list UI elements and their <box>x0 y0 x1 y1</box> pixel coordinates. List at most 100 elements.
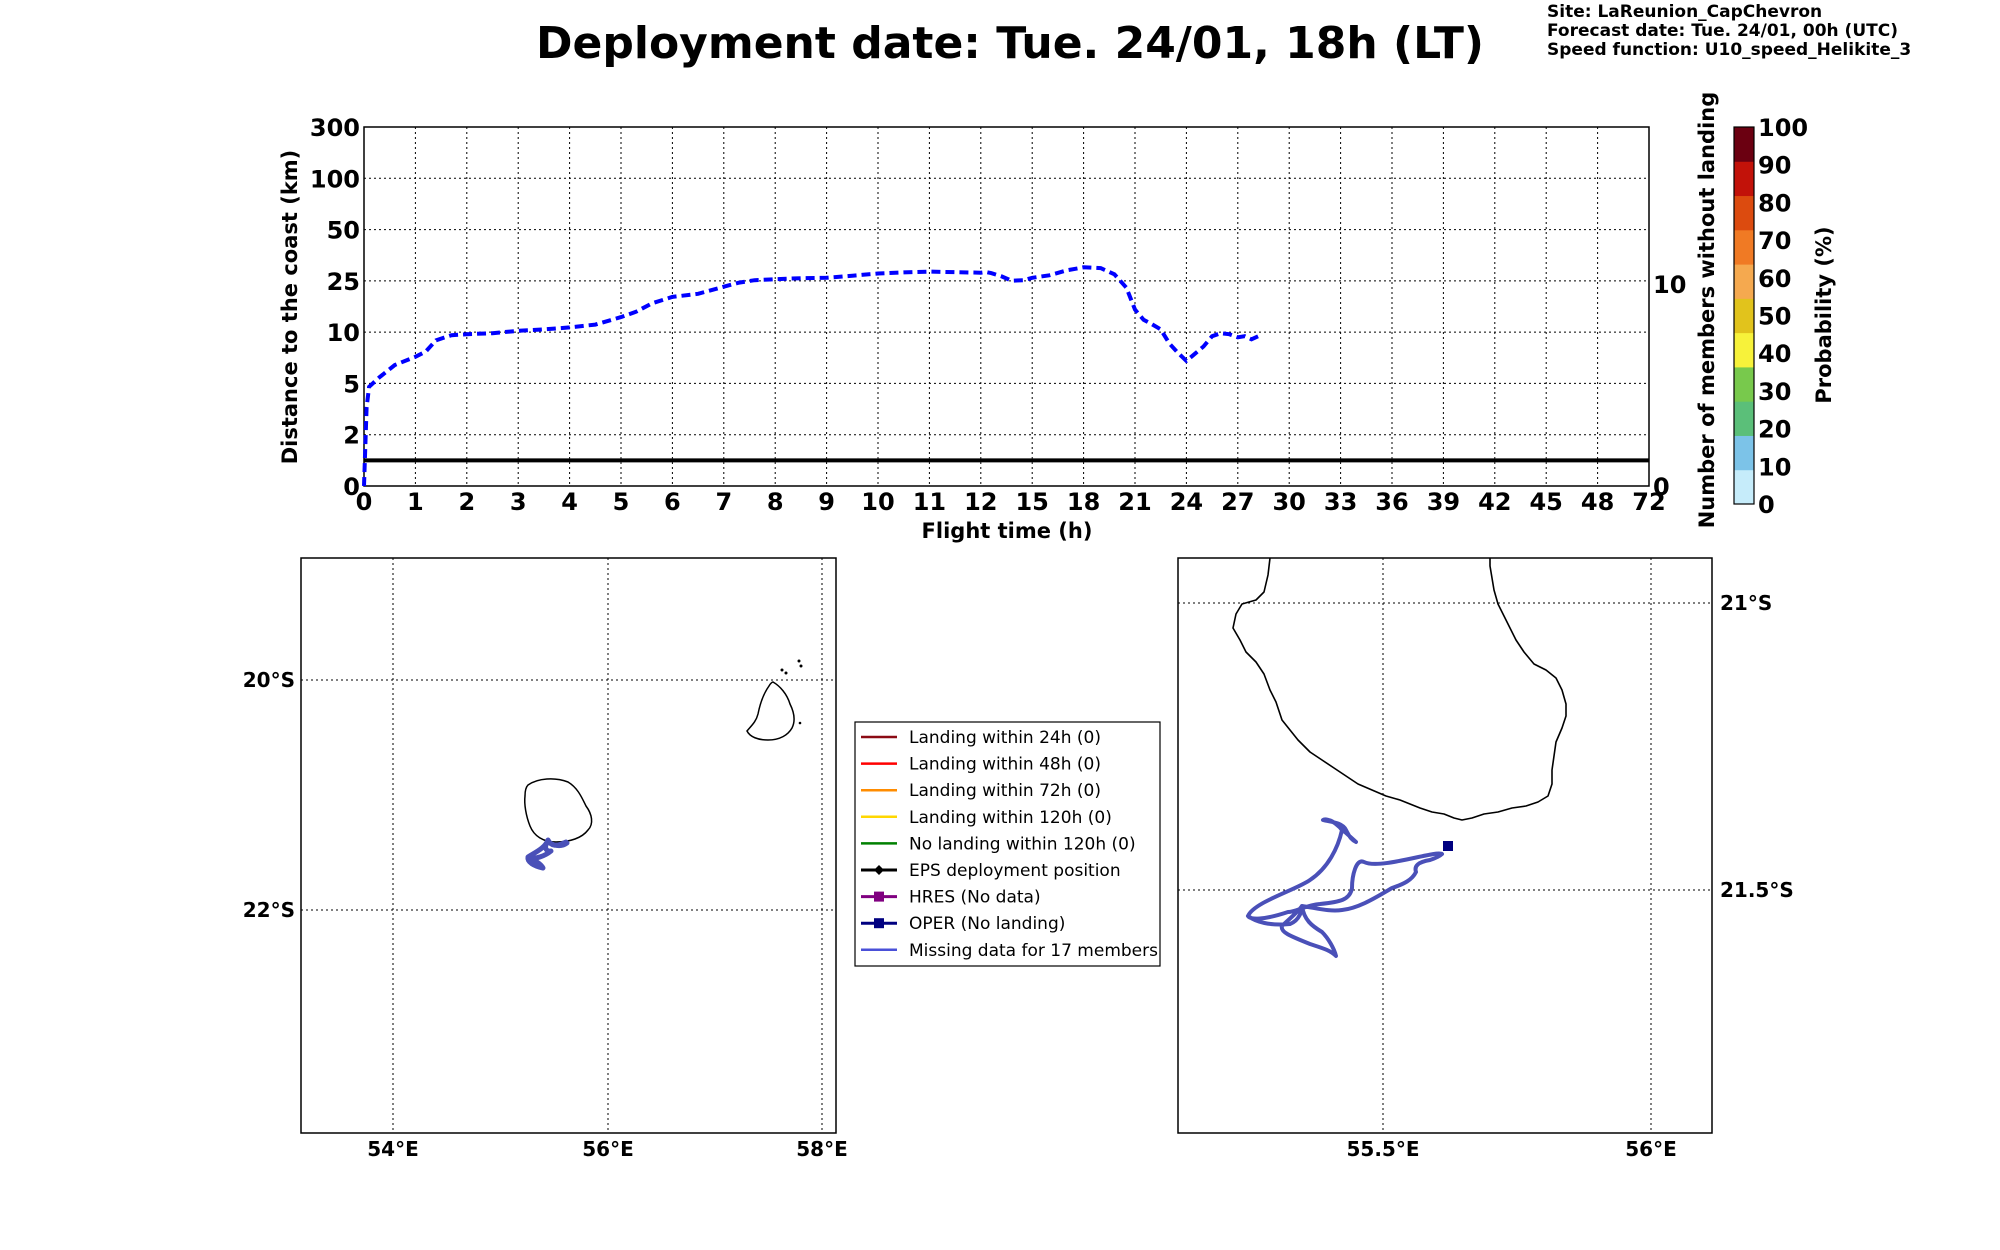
colorbar-segment <box>1734 435 1754 471</box>
y2-tick-label: 0 <box>1653 473 1670 501</box>
y2-tick-label: 10 <box>1653 271 1686 299</box>
colorbar-tick-label: 80 <box>1758 189 1791 217</box>
x-tick-label: 7 <box>715 488 732 516</box>
legend-label: EPS deployment position <box>909 861 1121 881</box>
x-tick-label: 5 <box>613 488 630 516</box>
x-tick-label: 18 <box>1067 488 1100 516</box>
lat-tick: 21°S <box>1720 591 1772 615</box>
y-tick-label: 100 <box>310 165 360 193</box>
colorbar-frame <box>1733 126 1755 505</box>
y-tick-label: 0 <box>343 473 360 501</box>
colorbar-segment <box>1734 195 1754 231</box>
legend-marker <box>874 865 884 875</box>
colorbar-tick-label: 40 <box>1758 340 1791 368</box>
map-overview-ticks: 54°E 56°E 58°E 20°S 22°S <box>243 668 848 1161</box>
trajectory-zoom <box>1246 817 1444 958</box>
x-axis-label: Flight time (h) <box>922 519 1093 543</box>
legend-item: Landing within 24h (0) <box>861 728 1101 748</box>
colorbar-tick-label: 70 <box>1758 227 1791 255</box>
lon-tick: 55.5°E <box>1346 1137 1419 1161</box>
legend-marker <box>874 891 884 902</box>
lat-tick: 22°S <box>243 898 295 922</box>
x-tick-label: 24 <box>1170 488 1203 516</box>
lon-tick: 58°E <box>796 1137 848 1161</box>
legend: Landing within 24h (0) Landing within 48h… <box>854 721 1161 967</box>
reunion-coastline-zoom <box>1232 557 1567 821</box>
colorbar-segment <box>1734 469 1754 505</box>
islet-dot <box>799 664 803 668</box>
x-tick-label: 11 <box>913 488 946 516</box>
lon-tick: 54°E <box>367 1137 419 1161</box>
x-tick-label: 3 <box>510 488 527 516</box>
x-tick-label: 15 <box>1015 488 1048 516</box>
map-zoom <box>1177 557 1713 1134</box>
chart-grid <box>364 127 1649 486</box>
y-axis-label: Distance to the coast (km) <box>278 150 302 465</box>
site-label: Site: LaReunion_CapChevron <box>1547 2 1822 22</box>
figure-title: Deployment date: Tue. 24/01, 18h (LT) <box>536 18 1484 69</box>
colorbar-segment <box>1734 298 1754 334</box>
islet-dot <box>780 668 784 672</box>
lat-tick: 20°S <box>243 668 295 692</box>
y-tick-label: 2 <box>343 422 360 450</box>
colorbar-tick-label: 0 <box>1758 491 1775 519</box>
legend-item: EPS deployment position <box>861 861 1121 881</box>
map-zoom-frame <box>1177 557 1713 1134</box>
x-tick-label: 12 <box>964 488 997 516</box>
y2-tick-labels: 10 0 <box>1653 271 1686 501</box>
colorbar-label: Probability (%) <box>1812 226 1836 403</box>
x-tick-label: 21 <box>1118 488 1151 516</box>
legend-item: HRES (No data) <box>861 888 1041 908</box>
y2-axis-label: Number of members without landing <box>1695 92 1719 529</box>
chart-frame <box>363 126 1650 487</box>
x-tick-label: 33 <box>1324 488 1357 516</box>
forecast-label: Forecast date: Tue. 24/01, 00h (UTC) <box>1547 21 1898 41</box>
legend-item: Landing within 120h (0) <box>861 808 1112 828</box>
legend-label: Landing within 48h (0) <box>909 755 1101 775</box>
trajectory-overview <box>525 837 570 871</box>
x-tick-label: 4 <box>561 488 578 516</box>
colorbar-segment <box>1734 127 1754 162</box>
x-tick-label: 48 <box>1581 488 1614 516</box>
legend-label: Landing within 72h (0) <box>909 781 1101 801</box>
legend-item: Landing within 72h (0) <box>861 781 1101 801</box>
x-tick-label: 30 <box>1272 488 1305 516</box>
x-tick-label: 0 <box>356 488 373 516</box>
islet-dot <box>784 671 788 675</box>
x-tick-label: 27 <box>1221 488 1254 516</box>
colorbar-segment <box>1734 161 1754 197</box>
mauritius-coastline <box>746 681 795 741</box>
y-tick-label: 300 <box>310 114 360 142</box>
map-overview-frame <box>300 557 837 1134</box>
lon-tick: 56°E <box>582 1137 634 1161</box>
y-tick-label: 25 <box>327 268 360 296</box>
x-tick-label: 36 <box>1375 488 1408 516</box>
colorbar-tick-label: 10 <box>1758 453 1791 481</box>
y-tick-label: 5 <box>343 370 360 398</box>
x-tick-label: 9 <box>818 488 835 516</box>
legend-label: No landing within 120h (0) <box>909 834 1136 854</box>
islet-dot <box>797 659 801 663</box>
x-tick-label: 2 <box>458 488 475 516</box>
legend-marker <box>874 918 884 929</box>
x-tick-label: 8 <box>767 488 784 516</box>
x-tick-labels: 0 1 2 3 4 5 6 7 8 9 10 11 12 15 18 21 24 27 30 33 36 39 42 45 48… <box>356 488 1666 516</box>
legend-item: OPER (No landing) <box>861 914 1065 934</box>
x-tick-label: 6 <box>664 488 681 516</box>
colorbar-segment <box>1734 401 1754 436</box>
x-tick-label: 1 <box>407 488 424 516</box>
reunion-coastline <box>524 778 593 843</box>
x-tick-label: 10 <box>861 488 894 516</box>
speed-function-label: Speed function: U10_speed_Helikite_3 <box>1547 40 1911 60</box>
lon-tick: 56°E <box>1625 1137 1677 1161</box>
colorbar-tick-label: 20 <box>1758 416 1791 444</box>
colorbar-tick-label: 90 <box>1758 152 1791 180</box>
legend-item: Missing data for 17 members <box>861 941 1158 961</box>
colorbar-tick-label: 100 <box>1758 114 1808 142</box>
legend-frame <box>854 721 1161 967</box>
legend-label: Landing within 120h (0) <box>909 808 1112 828</box>
colorbar-segment <box>1734 332 1754 368</box>
colorbar-tick-label: 50 <box>1758 303 1791 331</box>
